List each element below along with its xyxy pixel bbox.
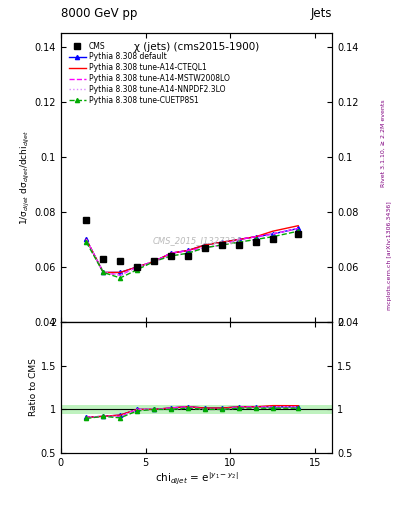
Pythia 8.308 tune-A14-MSTW2008LO	[84, 237, 89, 243]
Pythia 8.308 default	[84, 237, 89, 243]
CMS	[152, 259, 156, 265]
CMS	[270, 237, 275, 243]
Pythia 8.308 tune-A14-MSTW2008LO	[270, 231, 275, 237]
Pythia 8.308 tune-CUETP8S1	[135, 267, 140, 273]
Pythia 8.308 tune-A14-NNPDF2.3LO	[270, 231, 275, 237]
Pythia 8.308 tune-A14-CTEQL1	[270, 228, 275, 234]
Pythia 8.308 tune-CUETP8S1	[253, 237, 258, 243]
Pythia 8.308 default	[203, 242, 208, 248]
Pythia 8.308 default	[296, 225, 301, 231]
Pythia 8.308 tune-A14-CTEQL1	[135, 264, 140, 270]
Pythia 8.308 tune-A14-MSTW2008LO	[169, 250, 173, 257]
Pythia 8.308 tune-A14-MSTW2008LO	[118, 272, 123, 278]
CMS	[237, 242, 241, 248]
Line: Pythia 8.308 tune-A14-CTEQL1: Pythia 8.308 tune-A14-CTEQL1	[86, 226, 298, 272]
Line: Pythia 8.308 tune-A14-MSTW2008LO: Pythia 8.308 tune-A14-MSTW2008LO	[86, 228, 298, 275]
Pythia 8.308 tune-CUETP8S1	[84, 239, 89, 245]
CMS	[185, 253, 190, 259]
Pythia 8.308 default	[253, 233, 258, 240]
Text: 8000 GeV pp: 8000 GeV pp	[61, 8, 137, 20]
Pythia 8.308 tune-CUETP8S1	[101, 269, 106, 275]
Pythia 8.308 default	[270, 231, 275, 237]
Line: Pythia 8.308 tune-A14-NNPDF2.3LO: Pythia 8.308 tune-A14-NNPDF2.3LO	[86, 228, 298, 275]
Pythia 8.308 default	[118, 269, 123, 275]
Pythia 8.308 tune-A14-MSTW2008LO	[152, 259, 156, 265]
Pythia 8.308 tune-A14-NNPDF2.3LO	[169, 253, 173, 259]
Pythia 8.308 tune-A14-MSTW2008LO	[135, 264, 140, 270]
Pythia 8.308 tune-A14-NNPDF2.3LO	[237, 239, 241, 245]
Pythia 8.308 tune-A14-NNPDF2.3LO	[152, 259, 156, 265]
Pythia 8.308 tune-A14-MSTW2008LO	[203, 245, 208, 251]
Pythia 8.308 tune-CUETP8S1	[118, 275, 123, 281]
Pythia 8.308 default	[169, 250, 173, 257]
Pythia 8.308 tune-A14-MSTW2008LO	[296, 225, 301, 231]
Pythia 8.308 tune-A14-CTEQL1	[118, 269, 123, 275]
CMS	[220, 242, 224, 248]
Pythia 8.308 tune-A14-NNPDF2.3LO	[185, 250, 190, 257]
Text: Rivet 3.1.10, ≥ 2.2M events: Rivet 3.1.10, ≥ 2.2M events	[381, 99, 386, 187]
Pythia 8.308 tune-A14-CTEQL1	[185, 247, 190, 253]
CMS	[203, 245, 208, 251]
Pythia 8.308 tune-A14-MSTW2008LO	[101, 269, 106, 275]
CMS	[253, 239, 258, 245]
CMS	[118, 259, 123, 265]
Pythia 8.308 default	[237, 237, 241, 243]
Pythia 8.308 default	[185, 247, 190, 253]
Pythia 8.308 tune-CUETP8S1	[203, 245, 208, 251]
Pythia 8.308 default	[135, 264, 140, 270]
Pythia 8.308 tune-A14-MSTW2008LO	[220, 242, 224, 248]
Pythia 8.308 tune-CUETP8S1	[152, 259, 156, 265]
Pythia 8.308 tune-CUETP8S1	[169, 253, 173, 259]
Pythia 8.308 tune-A14-MSTW2008LO	[253, 233, 258, 240]
Pythia 8.308 tune-CUETP8S1	[237, 239, 241, 245]
Text: χ (jets) (cms2015-1900): χ (jets) (cms2015-1900)	[134, 42, 259, 52]
Text: CMS_2015_I1327224: CMS_2015_I1327224	[152, 237, 241, 246]
Pythia 8.308 tune-A14-CTEQL1	[203, 242, 208, 248]
CMS	[84, 217, 89, 223]
Pythia 8.308 tune-A14-NNPDF2.3LO	[203, 245, 208, 251]
CMS	[101, 255, 106, 262]
Legend: CMS, Pythia 8.308 default, Pythia 8.308 tune-A14-CTEQL1, Pythia 8.308 tune-A14-M: CMS, Pythia 8.308 default, Pythia 8.308 …	[68, 40, 231, 106]
Pythia 8.308 tune-A14-CTEQL1	[237, 237, 241, 243]
X-axis label: chi$_{dijet}$ = e$^{|y_1 - y_2|}$: chi$_{dijet}$ = e$^{|y_1 - y_2|}$	[155, 471, 238, 487]
Text: mcplots.cern.ch [arXiv:1306.3436]: mcplots.cern.ch [arXiv:1306.3436]	[387, 202, 391, 310]
Pythia 8.308 default	[220, 239, 224, 245]
Pythia 8.308 tune-CUETP8S1	[270, 233, 275, 240]
Pythia 8.308 tune-A14-MSTW2008LO	[237, 237, 241, 243]
Pythia 8.308 tune-A14-NNPDF2.3LO	[220, 242, 224, 248]
Text: Jets: Jets	[310, 8, 332, 20]
Pythia 8.308 tune-A14-NNPDF2.3LO	[296, 225, 301, 231]
Pythia 8.308 default	[101, 269, 106, 275]
Bar	[61, 405, 332, 414]
Pythia 8.308 tune-A14-CTEQL1	[220, 239, 224, 245]
Pythia 8.308 tune-A14-NNPDF2.3LO	[118, 272, 123, 278]
Pythia 8.308 tune-A14-NNPDF2.3LO	[84, 237, 89, 243]
Y-axis label: Ratio to CMS: Ratio to CMS	[29, 358, 38, 416]
Pythia 8.308 tune-A14-NNPDF2.3LO	[253, 237, 258, 243]
Pythia 8.308 tune-A14-CTEQL1	[101, 269, 106, 275]
Pythia 8.308 tune-A14-CTEQL1	[253, 233, 258, 240]
Line: Pythia 8.308 tune-CUETP8S1: Pythia 8.308 tune-CUETP8S1	[84, 229, 300, 280]
Pythia 8.308 tune-CUETP8S1	[220, 242, 224, 248]
Pythia 8.308 tune-A14-MSTW2008LO	[185, 247, 190, 253]
Pythia 8.308 tune-A14-CTEQL1	[152, 259, 156, 265]
Pythia 8.308 tune-A14-NNPDF2.3LO	[135, 264, 140, 270]
CMS	[169, 253, 173, 259]
Pythia 8.308 tune-A14-CTEQL1	[84, 237, 89, 243]
Pythia 8.308 default	[152, 259, 156, 265]
CMS	[135, 264, 140, 270]
Line: Pythia 8.308 default: Pythia 8.308 default	[84, 226, 300, 274]
Pythia 8.308 tune-A14-CTEQL1	[296, 223, 301, 229]
Pythia 8.308 tune-A14-NNPDF2.3LO	[101, 269, 106, 275]
Pythia 8.308 tune-CUETP8S1	[296, 228, 301, 234]
Line: CMS: CMS	[84, 218, 301, 270]
Pythia 8.308 tune-CUETP8S1	[185, 250, 190, 257]
CMS	[296, 231, 301, 237]
Pythia 8.308 tune-A14-CTEQL1	[169, 250, 173, 257]
Y-axis label: 1/σ$_{dijet}$ dσ$_{dijet}$/dchi$_{dijet}$: 1/σ$_{dijet}$ dσ$_{dijet}$/dchi$_{dijet}…	[19, 130, 32, 225]
